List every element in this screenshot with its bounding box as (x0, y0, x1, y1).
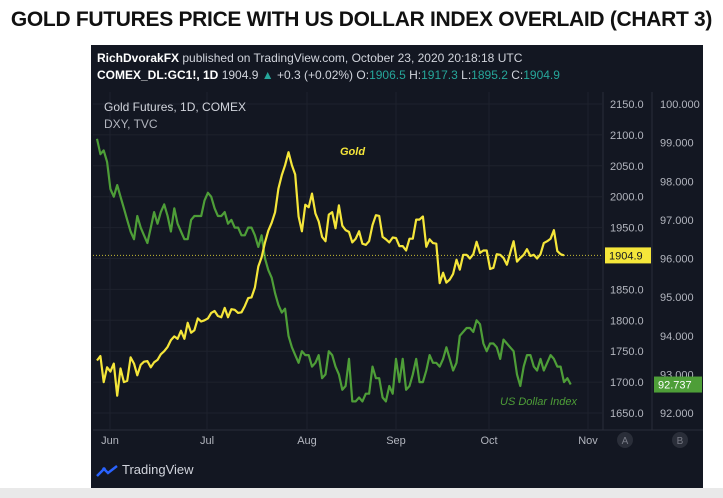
dxy-price-tag (654, 376, 702, 393)
page-title: GOLD FUTURES PRICE WITH US DOLLAR INDEX … (10, 8, 713, 31)
y-right-tick-label: 94.000 (660, 331, 694, 343)
close-value: 1904.9 (523, 68, 560, 82)
last-price: 1904.9 (221, 68, 259, 82)
x-tick-label: Aug (297, 435, 317, 447)
series-labels: Gold US Dollar Index 1904.9 92.737 (340, 146, 702, 408)
low-label: L: (461, 68, 472, 82)
y-right-tick-label: 92.000 (660, 408, 694, 420)
scale-button-b (672, 432, 688, 448)
tradingview-logo-icon (96, 464, 118, 477)
y-left-tick-label: 1750.0 (610, 346, 644, 358)
scale-button-a (617, 432, 633, 448)
open-value: 1906.5 (369, 68, 406, 82)
low-value: 1895.2 (471, 68, 508, 82)
y-left-tick-label: 1800.0 (610, 315, 644, 327)
y-left-tick-label: 1850.0 (610, 284, 644, 296)
scale-button-label: B (677, 436, 684, 447)
dxy-legend-title[interactable]: DXY, TVC (104, 117, 158, 131)
x-tick-label: Jun (101, 435, 119, 447)
dxy-price-tag-label: 92.737 (658, 380, 692, 392)
gold-line (96, 151, 565, 397)
y-right-tick-label: 99.000 (660, 138, 694, 150)
close-label: C: (511, 68, 524, 82)
gold-price-tag (605, 247, 651, 264)
chart-panel (91, 45, 703, 488)
gold-legend-title[interactable]: Gold Futures, 1D, COMEX (104, 100, 247, 114)
publisher-name[interactable]: RichDvorakFX (97, 51, 180, 65)
y-left-tick-label: 2050.0 (610, 161, 644, 173)
y-right-tick-label: 96.000 (660, 254, 694, 266)
x-tick-label: Sep (386, 435, 406, 447)
price-change: +0.3 (+0.02%) (276, 68, 354, 82)
y-left-tick-label: 2000.0 (610, 192, 644, 204)
dxy-line (95, 138, 572, 403)
x-tick-label: Nov (578, 435, 598, 447)
axes: 2150.02100.02050.02000.01950.01900.01850… (101, 99, 700, 448)
y-right-tick-label: 97.000 (660, 215, 694, 227)
y-left-tick-label: 1950.0 (610, 223, 644, 235)
scale-button-label: A (622, 436, 629, 447)
high-value: 1917.3 (421, 68, 458, 82)
y-right-tick-label: 95.000 (660, 292, 694, 304)
y-left-tick-label: 2100.0 (610, 130, 644, 142)
x-tick-label: Oct (480, 435, 497, 447)
y-right-tick-label: 100.000 (660, 99, 700, 111)
high-label: H: (409, 68, 422, 82)
dxy-series-label: US Dollar Index (500, 396, 578, 408)
up-arrow-icon: ▲ (261, 68, 274, 82)
page-bottom-strip (0, 488, 723, 498)
published-text: published on TradingView.com, October 23… (179, 51, 523, 65)
gold-series-label: Gold (340, 146, 365, 158)
y-left-tick-label: 2150.0 (610, 99, 644, 111)
tradingview-brand[interactable]: TradingView (96, 462, 194, 477)
tradingview-label: TradingView (122, 462, 194, 477)
open-label: O: (356, 68, 370, 82)
y-right-tick-label: 98.000 (660, 176, 694, 188)
gold-price-tag-label: 1904.9 (609, 250, 643, 262)
grid-lines (93, 92, 703, 431)
y-left-tick-label: 1700.0 (610, 377, 644, 389)
x-tick-label: Jul (200, 435, 214, 447)
series-lines (93, 138, 603, 403)
ohlc-bar: COMEX_DL:GC1!, 1D 1904.9 ▲ +0.3 (+0.02%)… (97, 68, 560, 82)
publish-info: RichDvorakFX published on TradingView.co… (97, 51, 522, 65)
symbol-label[interactable]: COMEX_DL:GC1!, 1D (97, 68, 219, 82)
y-left-tick-label: 1650.0 (610, 408, 644, 420)
